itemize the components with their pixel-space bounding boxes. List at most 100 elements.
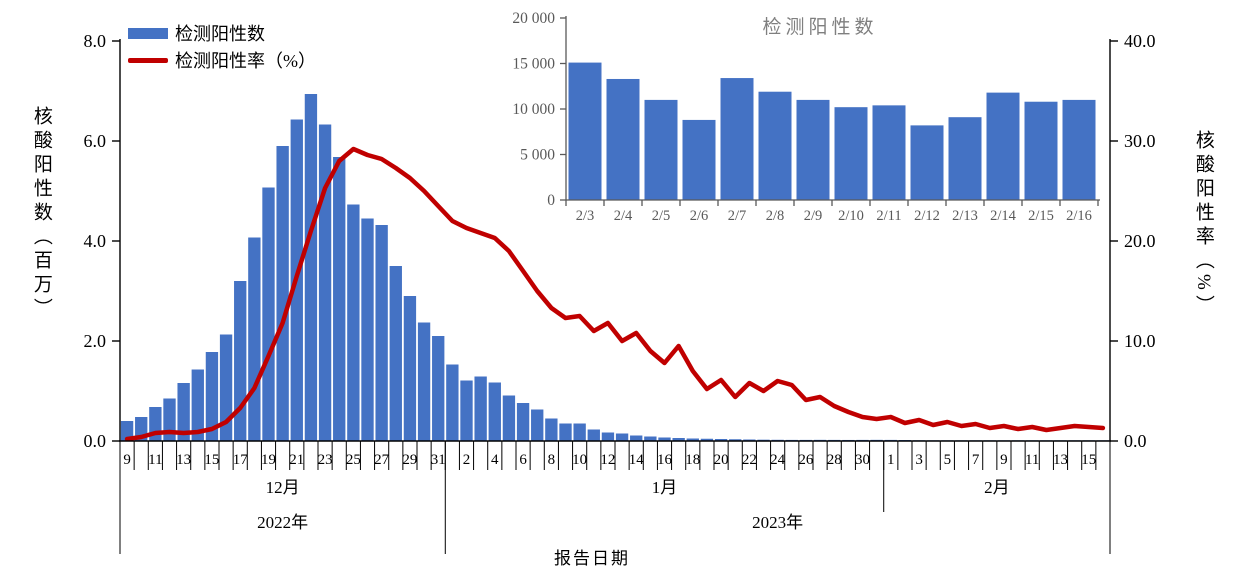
inset-x-tick-label: 2/13 [952,208,978,224]
left-axis-tick-label: 2.0 [84,331,107,351]
day-tick-label: 3 [915,452,923,468]
legend-line-label: 检测阳性率（%） [175,50,316,71]
positive-count-bar [460,380,473,441]
day-tick-label: 17 [233,452,249,468]
day-tick-label: 30 [855,452,870,468]
inset-x-tick-label: 2/4 [614,208,633,224]
positive-count-bar [361,218,374,441]
inset-x-tick-label: 2/15 [1028,208,1054,224]
positive-count-bar [248,237,261,441]
positive-count-bar [743,439,756,441]
positive-count-bar [347,204,360,441]
left-axis-tick-label: 8.0 [84,31,107,51]
day-tick-label: 14 [629,452,645,468]
inset-bar [872,105,906,200]
positive-count-bar [658,437,671,441]
left-axis-tick-label: 6.0 [84,131,107,151]
day-tick-label: 15 [1081,452,1096,468]
day-tick-label: 13 [1053,452,1068,468]
day-tick-label: 6 [519,452,527,468]
day-tick-label: 2 [463,452,471,468]
day-tick-label: 15 [204,452,219,468]
year-label: 2022年 [257,513,308,532]
inset-y-tick-label: 5 000 [520,147,555,164]
positive-count-bar [177,383,190,441]
inset-y-tick-label: 20 000 [512,10,555,27]
day-tick-label: 26 [798,452,814,468]
day-tick-label: 22 [742,452,757,468]
day-tick-label: 19 [261,452,276,468]
positive-count-bar [729,439,742,441]
inset-x-tick-label: 2/5 [652,208,671,224]
positive-count-bar [120,421,134,441]
line-series-swatch-icon [128,58,168,63]
positive-count-bar [686,438,699,441]
day-tick-label: 11 [1025,452,1039,468]
day-tick-label: 31 [431,452,446,468]
positive-count-bar [417,322,431,441]
positive-count-bar [545,418,558,441]
positive-count-bar [389,266,402,441]
month-label: 1月 [652,478,678,497]
day-tick-label: 18 [685,452,700,468]
left-axis-tick-label: 0.0 [84,431,107,451]
day-tick-label: 27 [374,452,390,468]
inset-bar [834,107,868,200]
inset-bar [796,99,830,200]
year-label: 2023年 [752,513,803,532]
day-tick-label: 25 [346,452,361,468]
inset-x-tick-label: 2/12 [914,208,940,224]
positive-count-bar [333,157,346,441]
positive-count-bar [644,436,657,441]
inset-bar [948,117,982,200]
positive-count-bar [630,435,643,441]
day-tick-label: 1 [887,452,895,468]
inset-x-tick-label: 2/14 [990,208,1017,224]
right-axis-tick-label: 10.0 [1124,331,1156,351]
day-tick-label: 29 [402,452,417,468]
day-tick-label: 7 [972,452,980,468]
inset-x-tick-label: 2/10 [838,208,864,224]
positive-count-bar [403,296,417,441]
inset-bar [720,78,754,200]
day-tick-label: 21 [289,452,304,468]
inset-x-tick-label: 2/8 [766,208,785,224]
positive-count-bar [559,423,572,441]
inset-bar [682,119,716,200]
inset-x-tick-label: 2/6 [690,208,709,224]
positive-count-bar [205,352,219,441]
positive-count-bar [502,395,516,441]
positive-count-bar [276,146,289,441]
day-tick-label: 4 [491,452,499,468]
positive-count-bar [474,376,487,441]
positive-count-bar [516,403,530,441]
left-axis-tick-label: 4.0 [84,231,107,251]
positive-rate-line [124,146,1106,442]
legend: 检测阳性数 检测阳性率（%） [128,20,316,74]
inset-y-tick-label: 15 000 [512,56,555,73]
legend-bar-label: 检测阳性数 [175,23,265,44]
inset-bar [910,125,944,200]
day-tick-label: 13 [176,452,191,468]
positive-count-bar [234,281,247,441]
positive-count-bar [262,187,275,441]
left-axis-title: 核酸阳性数（百万） [30,106,52,322]
inset-bar [986,92,1020,200]
inset-y-tick-label: 0 [547,192,555,209]
positive-count-bar [601,432,615,441]
month-label: 2月 [984,478,1010,497]
bar-series-swatch-icon [128,28,168,39]
inset-bar [568,62,602,201]
legend-item-positive-count: 检测阳性数 [128,20,316,47]
day-tick-label: 5 [944,452,952,468]
day-tick-label: 28 [827,452,842,468]
inset-bar [606,78,640,200]
legend-item-positive-rate: 检测阳性率（%） [128,47,316,74]
positive-count-bar [573,423,586,441]
right-axis-tick-label: 40.0 [1124,31,1156,51]
inset-x-tick-label: 2/7 [728,208,747,224]
day-tick-label: 16 [657,452,673,468]
positive-count-bar [446,364,459,441]
